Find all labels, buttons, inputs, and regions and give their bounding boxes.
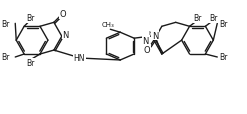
Text: N: N bbox=[152, 31, 158, 40]
Text: Br: Br bbox=[193, 14, 202, 23]
Text: O: O bbox=[144, 45, 150, 54]
Text: Br: Br bbox=[1, 53, 9, 62]
Text: Br: Br bbox=[26, 14, 34, 23]
Text: N: N bbox=[143, 36, 149, 45]
Text: HN: HN bbox=[74, 54, 85, 63]
Text: Br: Br bbox=[219, 20, 228, 29]
Text: Br: Br bbox=[26, 59, 34, 68]
Text: O: O bbox=[60, 10, 66, 19]
Text: Br: Br bbox=[209, 14, 218, 23]
Text: Br: Br bbox=[1, 20, 9, 29]
Text: CH₃: CH₃ bbox=[102, 22, 115, 28]
Text: N: N bbox=[62, 30, 69, 39]
Text: Br: Br bbox=[219, 53, 228, 62]
Text: H: H bbox=[148, 30, 153, 35]
